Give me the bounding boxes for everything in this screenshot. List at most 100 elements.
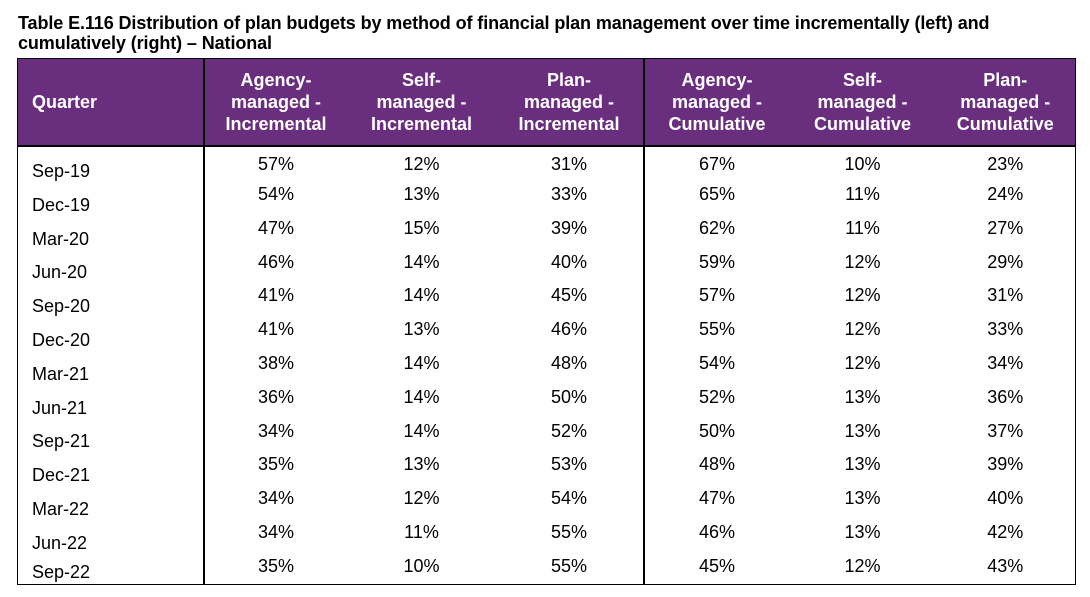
plan-incremental-cell: 40%	[550, 251, 588, 272]
header-text-line: Plan-	[983, 70, 1028, 90]
quarter-cell: Jun-21	[17, 385, 204, 420]
plan-incremental-cell: 31%	[550, 154, 588, 174]
plan-cumulative-cell: 31%	[935, 284, 1076, 319]
header-text-line: Self-	[401, 70, 441, 90]
plan-cumulative-cell: 43%	[935, 554, 1076, 585]
table-row: Sep-20 41% 14% 45% 57% 12% 31%	[17, 284, 1076, 319]
agency-incremental-cell: 38%	[202, 351, 348, 386]
header-text-line: managed -	[960, 92, 1051, 112]
table-row: Dec-19 54% 13% 33% 65% 11% 24%	[17, 183, 1076, 217]
agency-incremental-cell: 34%	[202, 487, 348, 521]
agency-cumulative-cell: 54%	[642, 351, 790, 386]
plan-cumulative-cell: 29%	[935, 250, 1076, 285]
plan-budget-distribution-table: Quarter Agency-managed - Incremental Self-m…	[17, 58, 1076, 585]
table-row: Jun-21 36% 14% 50% 52% 13% 36%	[17, 385, 1076, 420]
agency-incremental-cell: 41%	[202, 284, 348, 319]
header-self-managed-incremental: Self-managed - Incremental	[347, 58, 496, 147]
table-row: Jun-22 34% 11% 55% 46% 13% 42%	[17, 520, 1076, 555]
plan-cumulative-cell: 40%	[935, 487, 1076, 521]
table-caption: Table E.116 Distribution of plan budgets…	[18, 13, 1088, 53]
self-incremental-cell: 12%	[403, 488, 440, 509]
plan-incremental-cell: 46%	[550, 319, 588, 340]
agency-incremental-cell: 34%	[202, 419, 348, 454]
self-cumulative-cell: 12%	[844, 352, 881, 373]
plan-incremental-cell: 55%	[550, 521, 588, 542]
header-text-line: managed -	[230, 92, 322, 112]
self-cumulative-cell: 13%	[844, 488, 881, 509]
table-row: Sep-21 34% 14% 52% 50% 13% 37%	[17, 419, 1076, 454]
header-text-line: Agency-	[681, 70, 753, 90]
quarter-cell: Dec-19	[17, 183, 204, 217]
header-quarter: Quarter	[17, 58, 204, 147]
agency-cumulative-cell: 62%	[642, 216, 790, 251]
agency-cumulative-cell: 48%	[642, 453, 790, 488]
plan-incremental-cell: 39%	[550, 217, 588, 238]
plan-incremental-cell: 50%	[550, 386, 588, 407]
header-text-line: managed -	[817, 92, 908, 112]
quarter-cell: Sep-19	[17, 146, 204, 183]
self-cumulative-cell: 11%	[845, 217, 880, 238]
table-row: Dec-21 35% 13% 53% 48% 13% 39%	[17, 453, 1076, 488]
self-cumulative-cell: 10%	[844, 154, 881, 174]
agency-cumulative-cell: 47%	[642, 487, 790, 521]
agency-cumulative-cell: 52%	[642, 385, 790, 420]
plan-cumulative-cell: 33%	[935, 318, 1076, 352]
agency-incremental-cell: 54%	[202, 183, 348, 217]
agency-cumulative-cell: 55%	[642, 318, 790, 352]
self-incremental-cell: 14%	[403, 251, 440, 272]
table-row: Mar-21 38% 14% 48% 54% 12% 34%	[17, 351, 1076, 386]
self-incremental-cell: 13%	[403, 454, 440, 475]
plan-cumulative-cell: 27%	[935, 216, 1076, 251]
header-text-line: Incremental	[518, 114, 620, 134]
self-cumulative-cell: 12%	[789, 554, 936, 585]
table-row: Mar-22 34% 12% 54% 47% 13% 40%	[17, 487, 1076, 521]
agency-incremental-cell: 36%	[202, 385, 348, 420]
self-incremental-cell: 15%	[403, 217, 440, 238]
header-text-line: Plan-	[546, 70, 591, 90]
plan-incremental-cell: 53%	[550, 454, 588, 475]
table-row: Sep-22 35% 10% 55% 45% 12% 43%	[17, 554, 1076, 585]
self-cumulative-cell: 12%	[844, 285, 881, 306]
quarter-cell: Mar-21	[17, 351, 204, 386]
agency-incremental-cell: 41%	[202, 318, 348, 352]
agency-cumulative-cell: 46%	[642, 520, 790, 555]
quarter-cell: Mar-22	[17, 487, 204, 521]
header-row: Quarter Agency-managed - Incremental Self-m…	[17, 58, 1076, 147]
agency-cumulative-cell: 57%	[642, 284, 790, 319]
plan-cumulative-cell: 36%	[935, 385, 1076, 420]
header-text-line: Cumulative	[956, 114, 1054, 134]
header-text-line: Incremental	[370, 114, 473, 134]
plan-incremental-cell: 54%	[550, 488, 588, 509]
plan-cumulative-cell: 24%	[935, 183, 1076, 217]
quarter-cell: Dec-20	[17, 318, 204, 352]
self-incremental-cell: 14%	[403, 386, 440, 407]
plan-incremental-cell: 48%	[550, 352, 588, 373]
self-incremental-cell: 14%	[403, 285, 440, 306]
quarter-cell: Dec-21	[17, 453, 204, 488]
agency-incremental-cell: 35%	[202, 554, 348, 585]
self-incremental-cell: 11%	[404, 521, 439, 542]
agency-incremental-cell: 35%	[202, 453, 348, 488]
agency-incremental-cell: 34%	[202, 520, 348, 555]
header-text-line: managed -	[523, 92, 615, 112]
self-cumulative-cell: 13%	[844, 420, 881, 441]
self-cumulative-cell: 11%	[845, 184, 880, 204]
quarter-cell: Sep-22	[17, 554, 204, 585]
header-text-line: managed -	[376, 92, 467, 112]
plan-incremental-cell: 33%	[550, 184, 588, 204]
header-text-line: Cumulative	[813, 114, 912, 134]
header-text-line: Quarter	[32, 92, 98, 112]
agency-incremental-cell: 46%	[202, 250, 348, 285]
header-text-line: Incremental	[225, 114, 327, 134]
agency-cumulative-cell: 59%	[642, 250, 790, 285]
self-cumulative-cell: 12%	[844, 319, 881, 340]
table-body: Sep-19 57% 12% 31% 67% 10% 23% Dec-19 54% 13% 33% 6…	[17, 146, 1076, 585]
header-agency-managed-cumulative: Agency-managed - Cumulative	[642, 58, 790, 147]
agency-incremental-cell: 47%	[202, 216, 348, 251]
caption-line-2: cumulatively (right) – National	[18, 33, 272, 53]
self-incremental-cell: 14%	[403, 420, 440, 441]
header-text-line: managed -	[671, 92, 763, 112]
quarter-cell: Jun-20	[17, 250, 204, 285]
self-cumulative-cell: 13%	[844, 386, 881, 407]
plan-cumulative-cell: 42%	[935, 520, 1076, 555]
